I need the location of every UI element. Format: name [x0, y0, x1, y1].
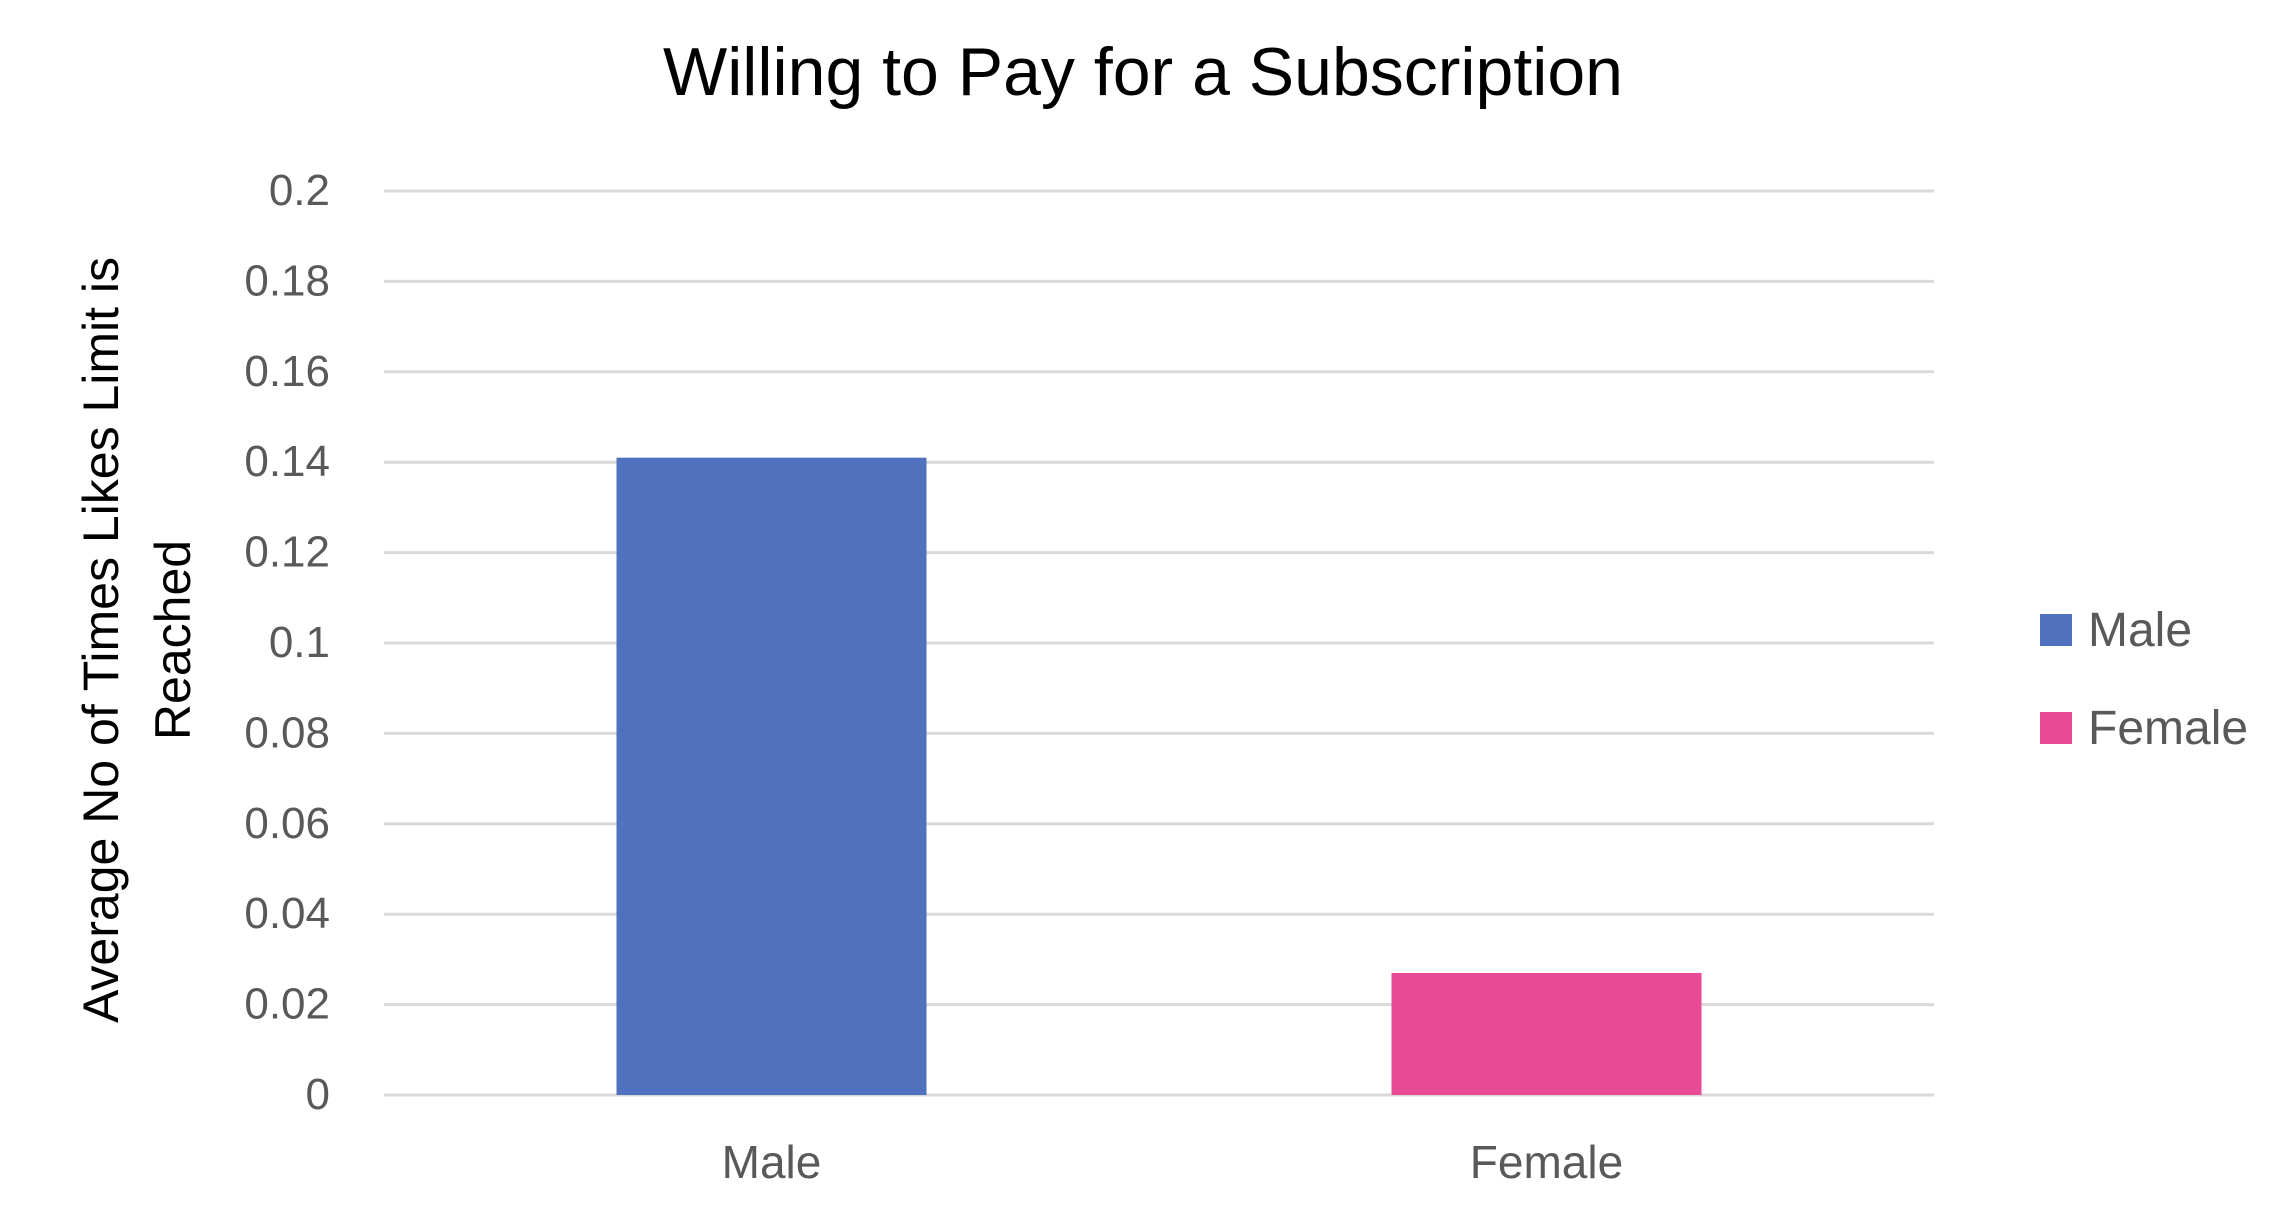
y-axis-label: Average No of Times Likes Limit is Reache… — [73, 257, 201, 1023]
y-tick-label: 0.12 — [244, 528, 330, 577]
y-axis-title-line: Reached — [145, 540, 201, 740]
y-tick-label: 0.16 — [244, 347, 330, 396]
y-tick-label: 0.1 — [269, 618, 330, 667]
y-tick-label: 0.08 — [244, 708, 330, 757]
legend-label: Female — [2088, 702, 2248, 755]
bar-female — [1391, 972, 1702, 1095]
x-axis-ticks: Male Female — [722, 1136, 1624, 1188]
y-axis-title-line: Average No of Times Likes Limit is — [73, 257, 129, 1023]
bars — [616, 457, 1702, 1095]
y-tick-label: 0.04 — [244, 889, 330, 938]
legend-swatch — [2040, 614, 2072, 646]
x-tick-label: Female — [1470, 1136, 1623, 1188]
y-axis-title: Average No of Times Likes Limit is Reache… — [73, 257, 201, 1023]
y-tick-label: 0.02 — [244, 980, 330, 1029]
legend-label: Male — [2088, 604, 2192, 657]
x-tick-label: Male — [722, 1136, 822, 1188]
y-tick-label: 0.18 — [244, 256, 330, 305]
legend: Male Female — [2040, 604, 2248, 755]
y-tick-label: 0 — [306, 1070, 330, 1119]
y-tick-label: 0.14 — [244, 437, 330, 486]
y-tick-label: 0.06 — [244, 799, 330, 848]
chart-title: Willing to Pay for a Subscription — [663, 34, 1623, 110]
legend-swatch — [2040, 712, 2072, 744]
y-tick-label: 0.2 — [269, 166, 330, 215]
y-axis-ticks: 0 0.02 0.04 0.06 0.08 0.1 0.12 0.14 0.16 0.18 0.2 — [244, 166, 330, 1119]
bar-male — [616, 457, 927, 1095]
